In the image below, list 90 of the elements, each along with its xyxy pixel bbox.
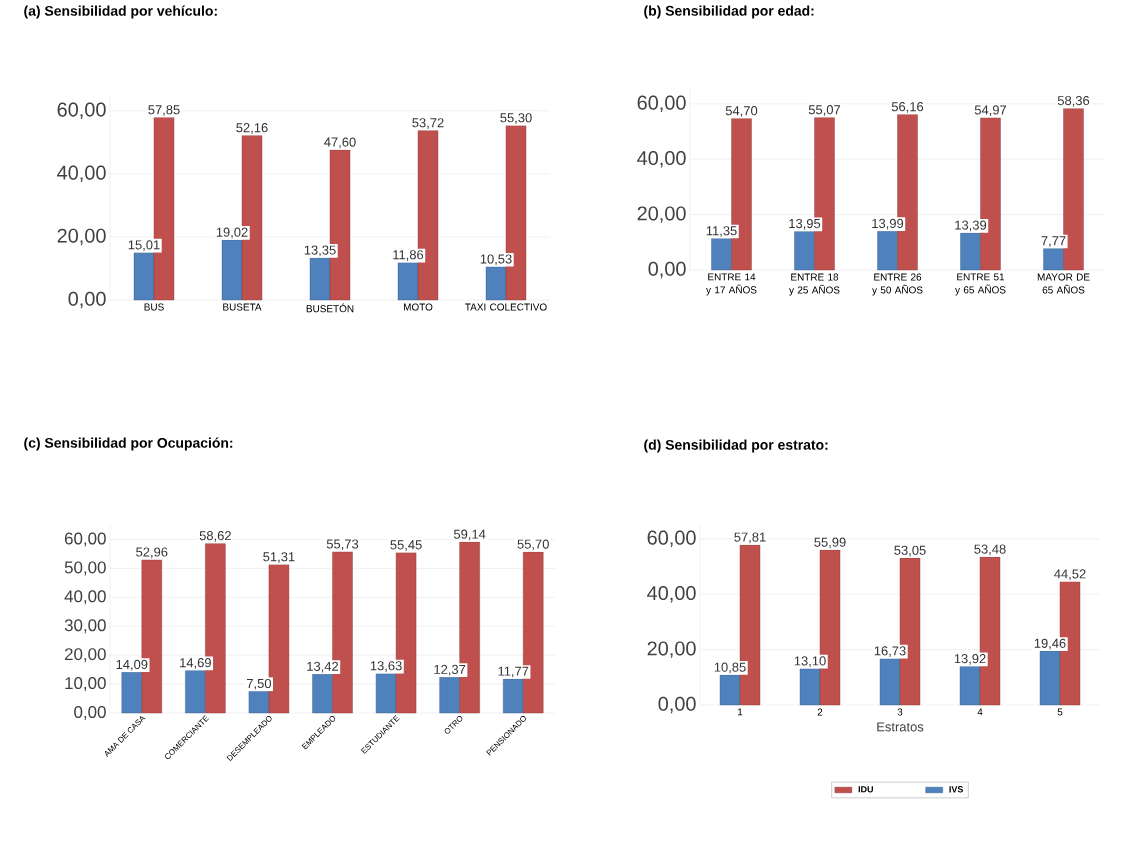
x-tick-label: ENTRE 14 y 17 AÑOS <box>706 273 757 296</box>
y-tick-label: 60,00 <box>64 532 106 547</box>
y-tick-label: 40,00 <box>57 165 106 183</box>
data-label: 13,63 <box>370 661 402 672</box>
y-tick-label: 50,00 <box>64 561 106 576</box>
x-tick-label: 5 <box>1057 708 1063 716</box>
data-label: 58,62 <box>199 531 231 542</box>
data-label: 57,81 <box>734 532 766 544</box>
chart-title: (b) Sensibilidad por edad: <box>644 5 814 19</box>
x-axis-title: Estratos <box>877 722 924 732</box>
x-tick-label: 4 <box>977 708 983 716</box>
data-label: 11,86 <box>393 250 424 261</box>
data-label: 12,37 <box>434 664 466 676</box>
y-tick-label: 0,00 <box>74 706 106 720</box>
data-label: 55,73 <box>326 539 359 551</box>
bar <box>1043 248 1064 271</box>
y-tick-label: 0,00 <box>658 696 696 714</box>
legend-label: IVS <box>949 786 963 793</box>
data-label: 13,42 <box>307 661 339 673</box>
legend-label: IDU <box>858 786 873 793</box>
x-tick-label: BUSETÓN <box>306 303 354 313</box>
data-label: 55,70 <box>517 539 549 551</box>
bar <box>879 658 901 706</box>
y-tick-label: 40,00 <box>637 151 686 168</box>
x-tick-label: ENTRE 51 y 65 AÑOS <box>955 273 1006 296</box>
y-tick-label: 0,00 <box>68 291 106 309</box>
y-tick-label: 60,00 <box>647 530 696 548</box>
y-tick-label: 0,00 <box>648 261 686 279</box>
bar <box>221 239 243 301</box>
data-label: 53,72 <box>412 118 444 129</box>
data-label: 53,05 <box>894 545 926 557</box>
x-tick-label: BUS <box>144 303 164 311</box>
data-label: 51,31 <box>263 552 295 563</box>
data-label: 55,99 <box>814 537 846 549</box>
bar <box>248 691 270 714</box>
x-tick-label: BUSETA <box>223 303 262 311</box>
data-label: 14,09 <box>116 659 148 671</box>
y-tick-label: 20,00 <box>64 648 106 663</box>
data-label: 19,46 <box>1034 638 1066 650</box>
x-tick-label: 2 <box>817 708 823 716</box>
x-tick-label: MOTO <box>403 303 433 311</box>
y-tick-label: 20,00 <box>647 641 696 658</box>
data-label: 7,77 <box>1041 236 1066 247</box>
data-label: 53,48 <box>974 544 1006 556</box>
y-tick-label: 60,00 <box>637 95 686 113</box>
x-tick-label: 3 <box>897 708 903 716</box>
data-label: 13,92 <box>954 654 986 665</box>
data-label: 13,10 <box>794 656 826 668</box>
data-label: 54,70 <box>725 106 758 117</box>
data-label: 19,02 <box>216 227 248 239</box>
data-label: 52,96 <box>136 547 168 559</box>
data-label: 55,30 <box>500 113 532 124</box>
y-tick-label: 40,00 <box>647 586 696 603</box>
data-label: 10,85 <box>714 662 746 674</box>
data-label: 13,95 <box>789 218 821 230</box>
data-label: 47,60 <box>324 137 356 149</box>
data-label: 16,73 <box>874 646 906 657</box>
bar <box>1039 650 1061 706</box>
data-label: 44,52 <box>1054 569 1086 581</box>
data-label: 11,35 <box>706 226 737 237</box>
data-label: 7,50 <box>247 678 272 690</box>
data-label: 52,16 <box>236 123 268 134</box>
data-label: 14,69 <box>180 658 211 669</box>
y-tick-label: 20,00 <box>57 228 106 246</box>
x-tick-label: TAXI COLECTIVO <box>465 303 547 311</box>
data-label: 57,85 <box>148 105 180 116</box>
x-tick-label: ENTRE 18 y 25 AÑOS <box>789 273 840 296</box>
data-label: 55,45 <box>390 540 422 551</box>
data-label: 55,07 <box>808 105 841 116</box>
chart-title: (d) Sensibilidad por estrato: <box>644 439 828 453</box>
data-label: 59,14 <box>453 529 486 541</box>
data-label: 10,53 <box>480 254 512 266</box>
data-label: 15,01 <box>128 240 160 251</box>
y-tick-label: 40,00 <box>64 590 106 605</box>
y-tick-label: 30,00 <box>64 619 106 634</box>
chart-title: (c) Sensibilidad por Ocupación: <box>24 437 233 451</box>
x-tick-label: 1 <box>738 708 743 716</box>
x-tick-label: ENTRE 26 y 50 AÑOS <box>872 273 923 296</box>
chart-title: (a) Sensibilidad por vehículo: <box>24 5 217 19</box>
data-label: 58,36 <box>1057 95 1090 107</box>
data-label: 56,16 <box>891 102 924 113</box>
data-label: 13,35 <box>304 245 336 257</box>
y-tick-label: 60,00 <box>57 102 106 119</box>
y-tick-label: 20,00 <box>637 206 686 223</box>
data-label: 54,97 <box>974 105 1007 117</box>
y-tick-label: 10,00 <box>65 677 106 692</box>
data-label: 11,77 <box>498 666 529 678</box>
data-label: 13,39 <box>955 220 987 232</box>
x-tick-label: MAYOR DE 65 AÑOS <box>1037 273 1090 294</box>
data-label: 13,99 <box>872 218 904 230</box>
